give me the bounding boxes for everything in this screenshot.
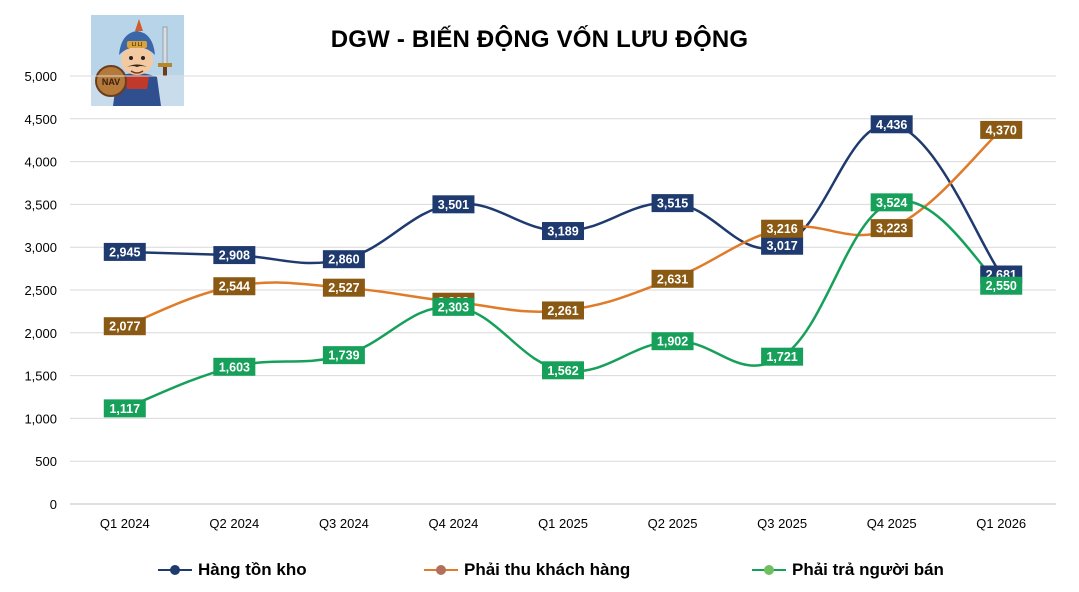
x-axis-ticks: Q1 2024 Q2 2024 Q3 2024 Q4 2024 Q1 2025 Q2 20… (100, 516, 1026, 531)
data-label-receivables: 2,077 (103, 317, 146, 336)
svg-text:2,908: 2,908 (219, 249, 250, 263)
y-tick-label: 1,500 (24, 369, 57, 384)
shield-text: NAV (102, 77, 120, 87)
legend: Hàng tồn kho Phải thu khách hàng Phải tr… (0, 557, 1079, 583)
svg-text:2,550: 2,550 (986, 279, 1017, 293)
legend-item-inventory[interactable]: Hàng tồn kho (158, 557, 307, 583)
data-label-payables: 2,550 (980, 276, 1023, 295)
svg-text:3,515: 3,515 (657, 197, 688, 211)
data-label-receivables: 3,216 (761, 219, 804, 238)
x-tick-label: Q1 2025 (538, 516, 588, 531)
data-label-payables: 2,303 (432, 297, 475, 316)
y-tick-label: 3,000 (24, 240, 57, 255)
svg-text:3,524: 3,524 (876, 196, 907, 210)
data-label-payables: 1,603 (213, 357, 256, 376)
svg-text:2,945: 2,945 (109, 245, 140, 259)
svg-text:1,117: 1,117 (109, 402, 140, 416)
chart-title: DGW - BIẾN ĐỘNG VỐN LƯU ĐỘNG (330, 26, 749, 53)
series-line-inventory (124, 123, 1003, 276)
data-label-payables: 1,562 (542, 361, 584, 380)
warrior-mascot-icon: NAV LI LỊ (91, 15, 184, 106)
data-label-receivables: 2,631 (651, 269, 694, 288)
svg-text:1,603: 1,603 (219, 360, 250, 374)
data-label-inventory: 4,436 (870, 115, 913, 134)
helmet-text: LI LỊ (132, 42, 143, 48)
svg-text:2,527: 2,527 (328, 281, 359, 295)
legend-swatch-receivables (424, 564, 458, 576)
legend-item-receivables[interactable]: Phải thu khách hàng (424, 557, 630, 583)
y-tick-label: 2,000 (24, 326, 57, 341)
data-label-inventory: 3,501 (432, 195, 475, 214)
svg-text:2,544: 2,544 (219, 280, 250, 294)
data-label-inventory: 2,945 (103, 242, 146, 261)
data-label-inventory: 2,908 (213, 246, 256, 265)
y-tick-label: 2,500 (24, 283, 57, 298)
y-tick-label: 0 (50, 497, 57, 512)
legend-swatch-payables (752, 564, 786, 576)
x-tick-label: Q2 2025 (648, 516, 698, 531)
svg-text:3,223: 3,223 (876, 222, 907, 236)
svg-text:2,860: 2,860 (328, 253, 359, 267)
data-label-receivables: 4,370 (980, 120, 1023, 139)
svg-text:2,077: 2,077 (109, 320, 140, 334)
svg-text:2,631: 2,631 (657, 272, 688, 286)
y-tick-label: 500 (35, 454, 57, 469)
y-tick-label: 4,500 (24, 112, 57, 127)
data-label-receivables: 2,544 (213, 277, 256, 296)
data-labels: 2,945 2,908 2,860 3,501 3,189 3,515 3,017 4,436… (103, 115, 1023, 418)
svg-text:2,261: 2,261 (547, 304, 578, 318)
data-label-payables: 1,117 (103, 399, 146, 418)
y-tick-label: 5,000 (24, 69, 57, 84)
svg-text:3,216: 3,216 (766, 222, 797, 236)
x-tick-label: Q3 2025 (757, 516, 807, 531)
svg-text:3,017: 3,017 (766, 239, 797, 253)
data-label-inventory: 2,860 (322, 250, 365, 269)
data-label-receivables: 2,261 (542, 301, 584, 320)
y-axis-ticks: 0 500 1,000 1,500 2,000 2,500 3,000 3,500 4,000 4… (24, 69, 57, 512)
svg-text:4,370: 4,370 (986, 123, 1017, 137)
y-tick-label: 3,500 (24, 197, 57, 212)
data-label-inventory: 3,189 (542, 222, 584, 241)
y-tick-label: 4,000 (24, 155, 57, 170)
legend-label-payables: Phải trả người bán (792, 560, 944, 579)
x-tick-label: Q1 2024 (100, 516, 150, 531)
data-label-receivables: 2,527 (322, 278, 365, 297)
svg-text:4,436: 4,436 (876, 118, 907, 132)
svg-text:1,562: 1,562 (547, 364, 578, 378)
data-label-payables: 3,524 (870, 193, 913, 212)
svg-text:1,902: 1,902 (657, 335, 688, 349)
data-label-payables: 1,902 (651, 332, 694, 351)
legend-swatch-inventory (158, 564, 192, 576)
x-tick-label: Q1 2026 (976, 516, 1026, 531)
svg-text:2,303: 2,303 (438, 300, 469, 314)
data-label-payables: 1,739 (322, 346, 365, 365)
data-label-inventory: 3,017 (761, 236, 804, 255)
legend-label-inventory: Hàng tồn kho (198, 560, 307, 579)
legend-item-payables[interactable]: Phải trả người bán (752, 557, 944, 583)
svg-text:3,189: 3,189 (547, 225, 578, 239)
legend-label-receivables: Phải thu khách hàng (464, 560, 631, 579)
svg-text:1,739: 1,739 (328, 349, 359, 363)
x-tick-label: Q4 2025 (867, 516, 917, 531)
y-tick-label: 1,000 (24, 411, 57, 426)
data-label-payables: 1,721 (761, 347, 804, 366)
data-label-receivables: 3,223 (870, 219, 913, 238)
x-tick-label: Q4 2024 (429, 516, 479, 531)
data-label-inventory: 3,515 (651, 194, 694, 213)
x-tick-label: Q3 2024 (319, 516, 369, 531)
svg-text:3,501: 3,501 (438, 198, 469, 212)
x-tick-label: Q2 2024 (209, 516, 259, 531)
svg-text:1,721: 1,721 (766, 350, 797, 364)
